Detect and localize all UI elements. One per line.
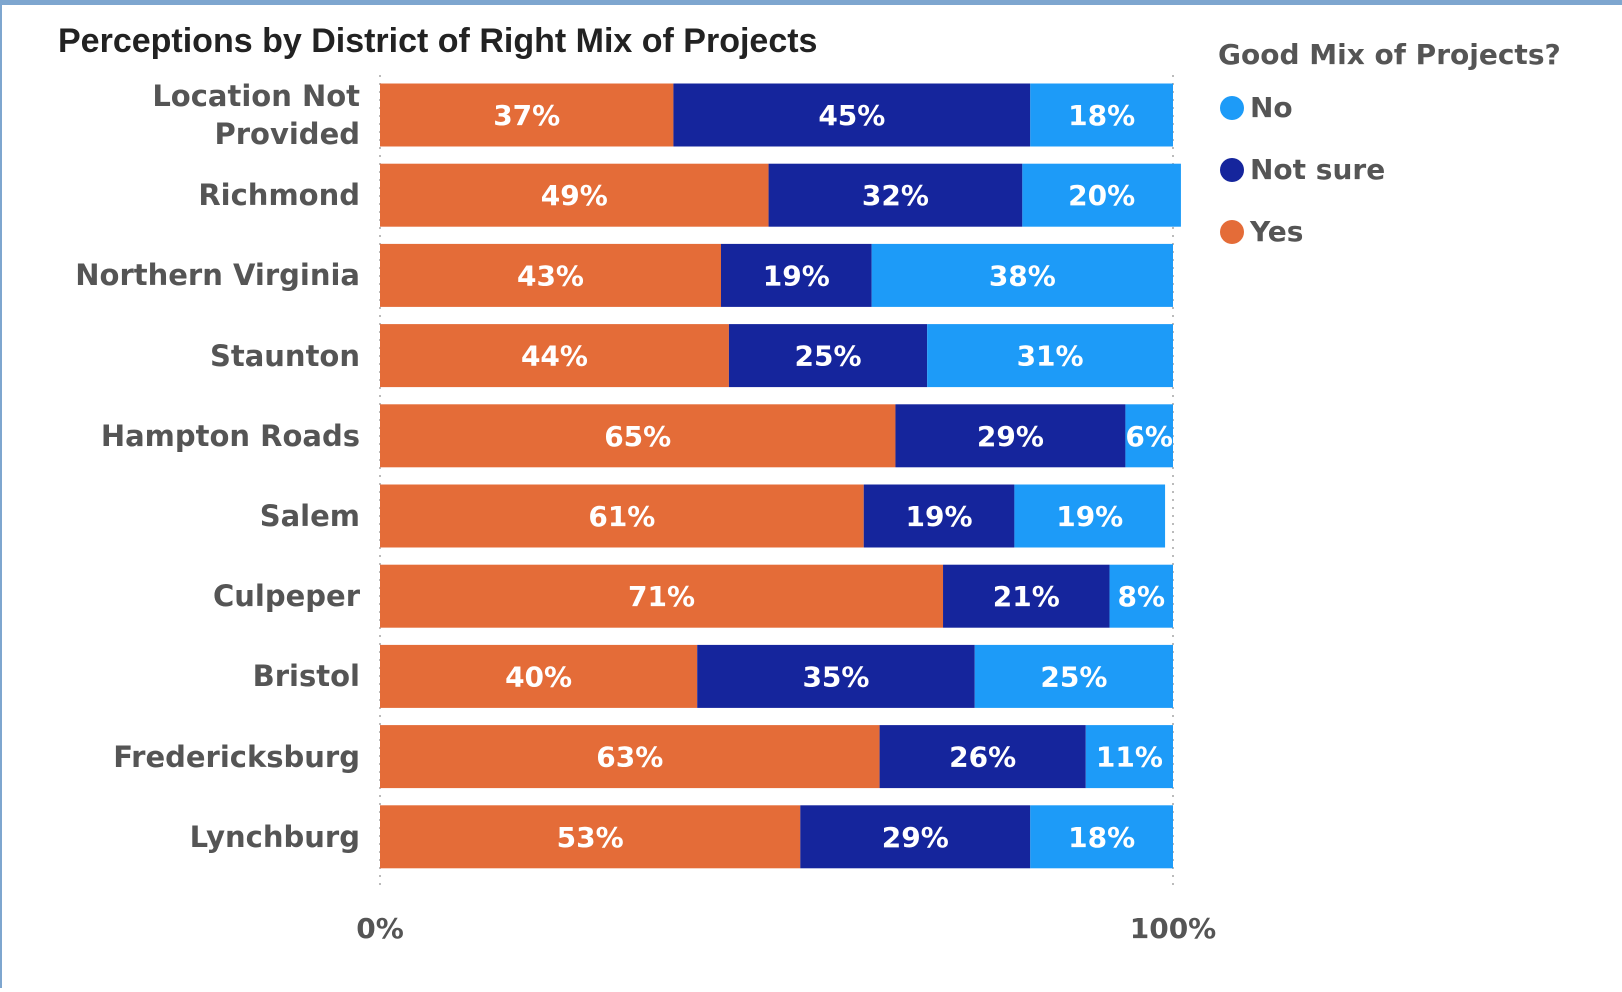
bar-segment [1030, 83, 1173, 147]
y-tick-label: Staunton [209, 338, 360, 373]
bar-segment [768, 163, 1023, 227]
y-tick-label: Lynchburg [189, 819, 360, 854]
bar-segment [863, 484, 1015, 548]
data-label: 63% [596, 741, 663, 774]
y-tick-label: Location Not Provided [152, 79, 360, 151]
y-tick-label: Bristol [252, 659, 360, 694]
bar-segment [1030, 805, 1173, 869]
bar-segment [1109, 564, 1173, 628]
bar-segment [380, 404, 896, 468]
bar-segment [871, 243, 1173, 307]
y-tick-label: Hampton Roads [100, 418, 360, 453]
bar-segment [380, 163, 769, 227]
bar-segment [380, 564, 944, 628]
data-label: 29% [882, 821, 949, 854]
y-tick-label: Northern Virginia [75, 258, 360, 293]
data-label: 26% [949, 741, 1016, 774]
data-label: 61% [588, 500, 655, 533]
data-label: 45% [818, 99, 885, 132]
data-label: 43% [517, 259, 584, 292]
bar-segment [380, 243, 721, 307]
bar-segment [879, 725, 1086, 789]
data-label: 18% [1068, 821, 1135, 854]
bar-segment [1014, 484, 1166, 548]
bar-segment [697, 644, 975, 708]
data-label: 29% [977, 420, 1044, 453]
bar-segment [380, 324, 729, 388]
data-label: 19% [906, 500, 973, 533]
legend-label: Not sure [1250, 153, 1385, 186]
data-label: 19% [1056, 500, 1123, 533]
legend-title: Good Mix of Projects? [1218, 38, 1561, 71]
bar-segment [895, 404, 1126, 468]
data-label: 32% [862, 179, 929, 212]
bar-segment [943, 564, 1110, 628]
data-label: 21% [993, 580, 1060, 613]
data-label: 65% [604, 420, 671, 453]
bar-segment [927, 324, 1173, 388]
data-label: 49% [541, 179, 608, 212]
bar-segment [380, 644, 698, 708]
legend-marker [1220, 220, 1244, 244]
data-label: 8% [1118, 580, 1166, 613]
bar-segment [1022, 163, 1181, 227]
left-border [0, 0, 2, 988]
data-label: 11% [1096, 741, 1163, 774]
bar-segment [673, 83, 1031, 147]
data-label: 44% [521, 340, 588, 373]
bar-segment [380, 484, 864, 548]
y-tick-label: Salem [259, 499, 360, 533]
x-tick-label: 100% [1130, 912, 1217, 945]
data-label: 35% [802, 660, 869, 693]
bar-segment [380, 725, 880, 789]
legend-marker [1220, 158, 1244, 182]
bar-segment [720, 243, 872, 307]
data-label: 71% [628, 580, 695, 613]
data-label: 53% [557, 821, 624, 854]
data-label: 31% [1017, 340, 1084, 373]
data-label: 19% [763, 259, 830, 292]
y-tick-label: Richmond [198, 178, 360, 213]
y-tick-label: Culpeper [212, 579, 360, 614]
bar-segment [1125, 404, 1173, 468]
data-label: 25% [795, 340, 862, 373]
y-tick-label: Fredericksburg [113, 739, 360, 774]
legend-label: No [1250, 91, 1293, 124]
data-label: 18% [1068, 99, 1135, 132]
bar-segment [380, 805, 801, 869]
data-label: 40% [505, 660, 572, 693]
bar-segment [800, 805, 1031, 869]
data-label: 25% [1040, 660, 1107, 693]
bar-segment [974, 644, 1173, 708]
data-label: 6% [1125, 420, 1173, 453]
bar-segment [380, 83, 674, 147]
bar-segment [1085, 725, 1173, 789]
data-label: 38% [989, 259, 1056, 292]
legend-label: Yes [1249, 215, 1303, 248]
data-label: 20% [1068, 179, 1135, 212]
legend-marker [1220, 96, 1244, 120]
bar-segment [728, 324, 928, 388]
x-tick-label: 0% [356, 912, 404, 945]
data-label: 37% [493, 99, 560, 132]
chart-title: Perceptions by District of Right Mix of … [58, 22, 817, 60]
top-border [0, 0, 1622, 5]
